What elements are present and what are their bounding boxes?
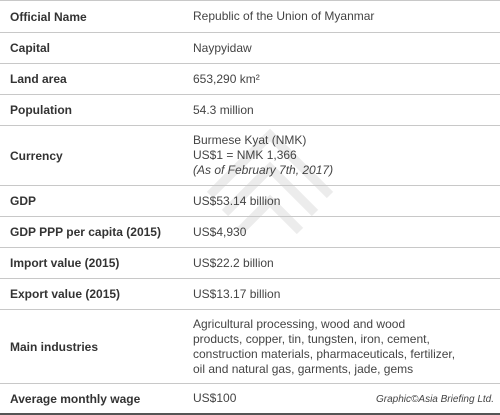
row-label: GDP	[10, 194, 37, 208]
table-row-main-industries: Main industries Agricultural processing,…	[0, 310, 500, 384]
row-value-line: US$4,930	[193, 224, 247, 239]
row-value-line: US$13.17 billion	[193, 286, 281, 301]
row-label: Land area	[10, 72, 67, 86]
row-value: Republic of the Union of Myanmar	[193, 1, 500, 32]
row-label: Export value (2015)	[10, 287, 121, 301]
row-label: Capital	[10, 41, 51, 55]
row-value-line: Agricultural processing, wood and wood	[193, 316, 406, 331]
table-row-gdp-ppp: GDP PPP per capita (2015) US$4,930	[0, 217, 500, 248]
row-value-line: Republic of the Union of Myanmar	[193, 9, 375, 23]
row-label: Import value (2015)	[10, 256, 120, 270]
row-value-line: 653,290 km²	[193, 71, 260, 86]
table-row-population: Population 54.3 million	[0, 95, 500, 126]
graphic-credit: Graphic©Asia Briefing Ltd.	[376, 394, 494, 405]
table-row-official-name: Official Name Republic of the Union of M…	[0, 0, 500, 33]
row-label: Currency	[10, 148, 63, 163]
table-row-currency: Currency Burmese Kyat (NMK) US$1 = NMK 1…	[0, 126, 500, 186]
row-value-line: oil and natural gas, garments, jade, gem…	[193, 361, 414, 376]
row-value-line: US$1 = NMK 1,366	[193, 148, 297, 162]
row-label: Average monthly wage	[10, 391, 141, 406]
row-value: Naypyidaw	[193, 33, 500, 63]
row-label: Main industries	[10, 339, 99, 354]
row-value: US$4,930	[193, 217, 500, 247]
row-value: 653,290 km²	[193, 64, 500, 94]
row-value-line: US$22.2 billion	[193, 255, 274, 270]
row-value: Agricultural processing, wood and wood p…	[193, 310, 500, 383]
table-row-export-value: Export value (2015) US$13.17 billion	[0, 279, 500, 310]
row-value-line: Naypyidaw	[193, 40, 252, 55]
table-row-capital: Capital Naypyidaw	[0, 33, 500, 64]
row-value: US$13.17 billion	[193, 279, 500, 309]
row-value-line: construction materials, pharmaceuticals,…	[193, 346, 456, 361]
row-label: GDP PPP per capita (2015)	[10, 225, 161, 239]
row-value: Burmese Kyat (NMK) US$1 = NMK 1,366 (As …	[193, 126, 500, 185]
table-row-gdp: GDP US$53.14 billion	[0, 186, 500, 217]
row-value: US$22.2 billion	[193, 248, 500, 278]
row-value-line: Burmese Kyat (NMK)	[193, 133, 307, 147]
table-row-land-area: Land area 653,290 km²	[0, 64, 500, 95]
row-value: US$100	[193, 384, 500, 413]
row-value-line: products, copper, tin, tungsten, iron, c…	[193, 331, 430, 346]
row-value-line: US$53.14 billion	[193, 193, 281, 208]
row-value: 54.3 million	[193, 95, 500, 125]
row-label: Official Name	[10, 9, 87, 24]
row-value-note: (As of February 7th, 2017)	[193, 163, 334, 177]
table-row-import-value: Import value (2015) US$22.2 billion	[0, 248, 500, 279]
row-value: US$53.14 billion	[193, 186, 500, 216]
row-label: Population	[10, 103, 72, 117]
row-value-line: US$100	[193, 391, 237, 405]
row-value-line: 54.3 million	[193, 102, 254, 117]
